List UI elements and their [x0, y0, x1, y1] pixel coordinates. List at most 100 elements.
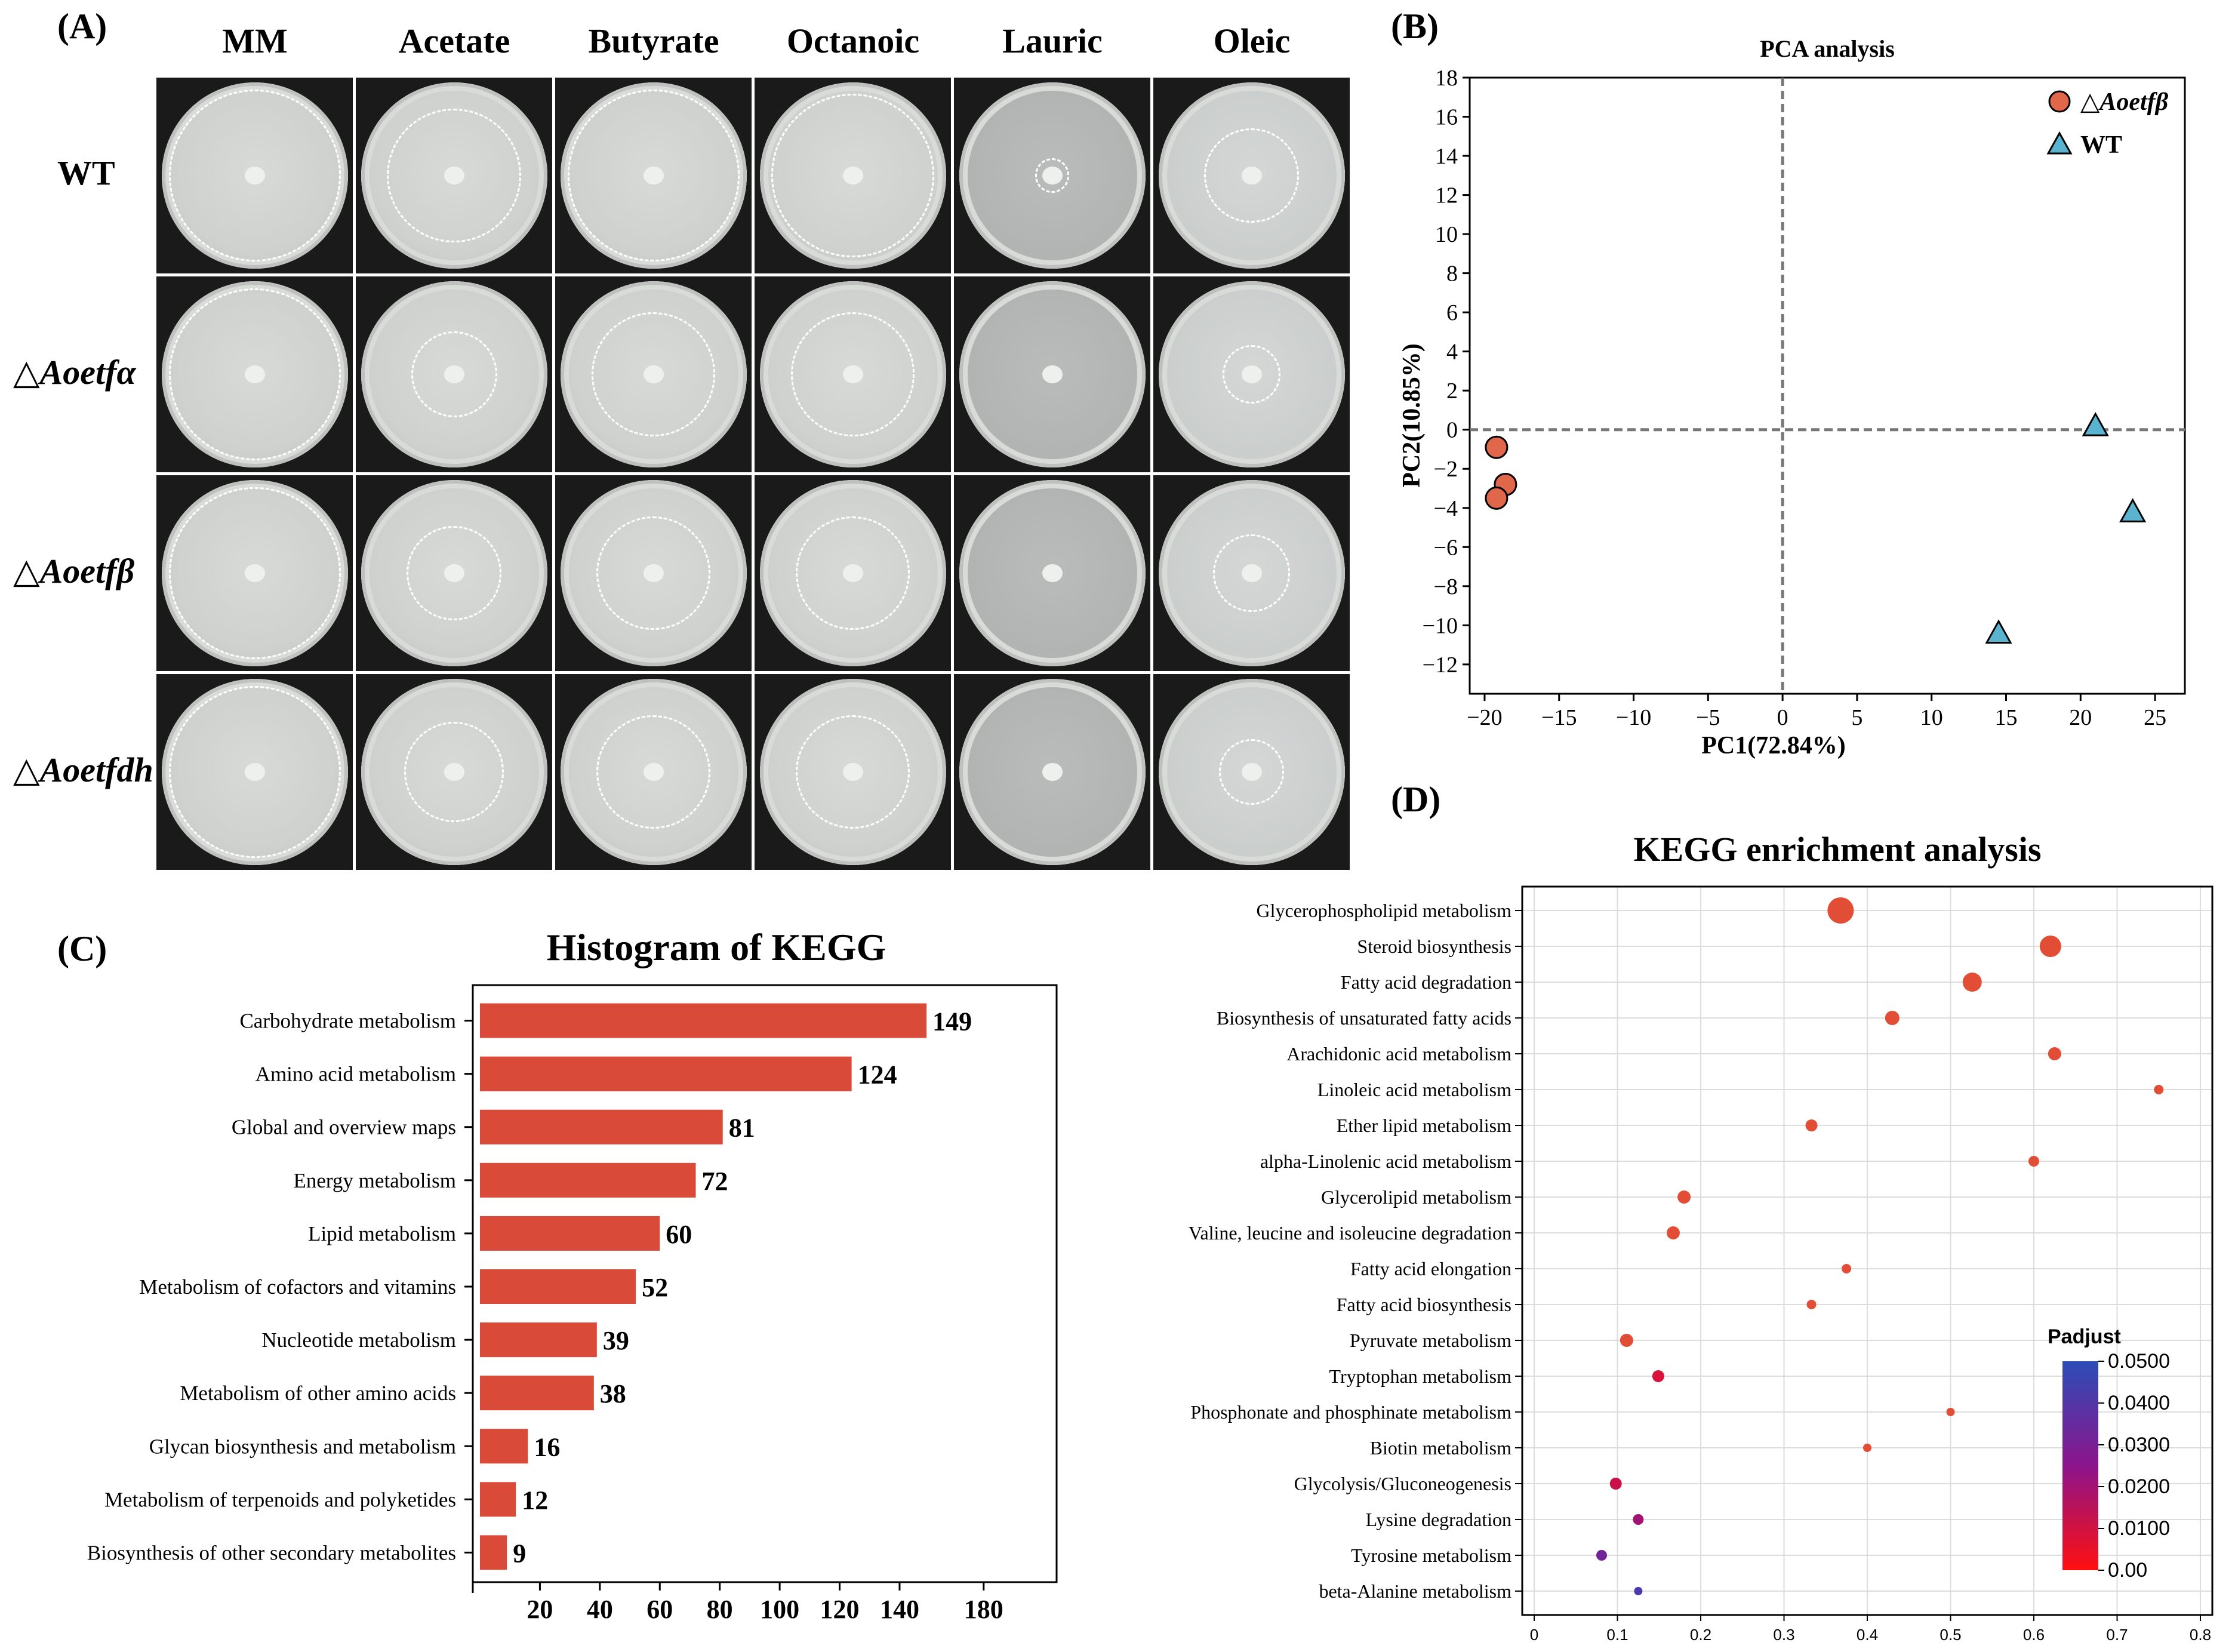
histogram-category-label: Amino acid metabolism: [255, 1063, 456, 1086]
pca-x-tick-label: −10: [1616, 705, 1651, 730]
inoculum-spot: [1042, 564, 1063, 582]
colony-zone: [407, 525, 501, 621]
colony-zone: [596, 516, 710, 630]
enrichment-dot: [1652, 1370, 1664, 1382]
colony-zone: [591, 312, 716, 436]
enrichment-category-label: Valine, leucine and isoleucine degradati…: [1189, 1222, 1511, 1244]
colony-zone: [796, 516, 910, 630]
histogram-bar-value: 38: [600, 1379, 626, 1408]
histogram-x-tick-label: 60: [647, 1595, 673, 1624]
enrichment-x-tick-label: 0: [1530, 1626, 1538, 1644]
enrichment-category-label: Tyrosine metabolism: [1351, 1545, 1511, 1566]
plate-cell: [356, 475, 552, 671]
histogram-bar-value: 124: [858, 1060, 897, 1090]
histogram-title: Histogram of KEGG: [547, 926, 886, 968]
plate-cell: [1153, 475, 1350, 671]
enrichment-category-label: Glycolysis/Gluconeogenesis: [1294, 1473, 1511, 1494]
histogram-category-label: Metabolism of cofactors and vitamins: [139, 1275, 456, 1299]
enrichment-dot: [1677, 1190, 1691, 1204]
histogram-bar-value: 52: [642, 1273, 668, 1302]
enrichment-dot: [1634, 1587, 1643, 1595]
enrichment-dot: [1842, 1264, 1852, 1273]
plate-row-header: △Aoetfα: [13, 352, 136, 392]
enrichment-category-label: Fatty acid elongation: [1350, 1258, 1511, 1279]
histogram-x-tick-label: 140: [880, 1595, 919, 1624]
histogram-category-label: Glycan biosynthesis and metabolism: [149, 1435, 456, 1458]
histogram-category-label: Nucleotide metabolism: [261, 1328, 456, 1352]
pca-y-tick-label: 4: [1446, 340, 1458, 365]
plate-cell: [755, 276, 951, 472]
colony-zone: [567, 90, 740, 262]
histogram-category-label: Energy metabolism: [294, 1169, 457, 1192]
plate-column-header: Lauric: [1002, 21, 1103, 60]
pca-point-triangle: [1985, 619, 2012, 644]
plate-cell: [1153, 674, 1350, 870]
enrichment-dot: [1885, 1011, 1900, 1025]
plate-cell: [555, 674, 752, 870]
enrichment-dot: [1806, 1300, 1817, 1309]
enrichment-category-label: Phosphonate and phosphinate metabolism: [1190, 1401, 1511, 1423]
histogram-category-label: Metabolism of other amino acids: [180, 1382, 456, 1405]
colony-zone: [168, 487, 341, 659]
pca-x-tick-label: −15: [1541, 705, 1577, 730]
plate-cell: [156, 674, 353, 870]
row-header-prefix: △: [13, 750, 40, 789]
plate-column-header: Oleic: [1213, 21, 1291, 60]
histogram-bar: [480, 1376, 594, 1411]
plate-column-header: Acetate: [398, 21, 510, 60]
enrichment-dot: [1805, 1119, 1818, 1131]
histogram-bar-value: 60: [666, 1220, 692, 1249]
enrichment-dot: [1596, 1550, 1607, 1561]
inoculum-spot: [1042, 365, 1063, 383]
enrichment-category-label: beta-Alanine metabolism: [1319, 1580, 1511, 1602]
inoculum-spot: [643, 365, 664, 383]
enrichment-dot: [1946, 1408, 1955, 1416]
enrichment-dot: [1863, 1444, 1871, 1452]
enrichment-category-label: Biotin metabolism: [1370, 1437, 1511, 1459]
pca-point-circle: [1485, 435, 1509, 459]
inoculum-spot: [244, 564, 265, 582]
plate-cell: [755, 674, 951, 870]
plate-cell: [555, 475, 752, 671]
plate-cell: [555, 276, 752, 472]
colony-zone: [771, 94, 935, 257]
pca-legend-marker-circle: [2048, 90, 2071, 113]
pca-x-tick-label: 15: [1995, 705, 2018, 730]
pca-chart: PCA analysis−20 −15 −10 −5 0 5 10 15 20 25−12−10−…: [1398, 35, 2186, 759]
plate-cell: [954, 78, 1150, 273]
enrichment-x-tick-label: 0.6: [2023, 1626, 2045, 1644]
plate-cell: [954, 475, 1150, 671]
inoculum-spot: [444, 564, 464, 582]
histogram-bar-value: 149: [932, 1007, 972, 1036]
pca-point-circle: [1485, 486, 1509, 510]
pca-legend-marker-triangle: [2046, 131, 2073, 155]
pca-x-tick-label: 5: [1851, 705, 1862, 730]
histogram-bar: [480, 1535, 507, 1570]
colony-zone: [1212, 534, 1291, 612]
panel-label-c: (C): [57, 929, 107, 968]
histogram-bar-value: 39: [603, 1326, 629, 1355]
inoculum-spot: [1241, 763, 1262, 781]
pca-y-tick-label: 14: [1435, 144, 1458, 169]
pca-legend-label: WT: [2080, 131, 2122, 159]
inoculum-spot: [842, 763, 863, 781]
histogram-x-tick-label: 100: [760, 1595, 799, 1624]
enrichment-category-label: Glycerolipid metabolism: [1321, 1186, 1511, 1208]
inoculum-spot: [643, 167, 664, 184]
enrichment-dot: [1962, 973, 1982, 992]
colony-zone: [1035, 158, 1070, 193]
histogram-category-label: Carbohydrate metabolism: [239, 1010, 456, 1033]
colony-zone: [1222, 345, 1281, 404]
histogram-bar: [480, 1429, 528, 1464]
plate-cell: [954, 276, 1150, 472]
plate-cell: [156, 475, 353, 671]
enrichment-dot: [2028, 1156, 2039, 1167]
plate-cell: [156, 276, 353, 472]
histogram-bar-value: 12: [522, 1485, 548, 1515]
inoculum-spot: [842, 564, 863, 582]
enrichment-x-tick-label: 0.7: [2106, 1626, 2128, 1644]
histogram-bar: [480, 1216, 660, 1251]
pca-y-tick-label: −10: [1423, 613, 1458, 638]
colorbar-tick-label: 0.0100: [2108, 1517, 2170, 1540]
enrichment-dot: [1633, 1514, 1644, 1525]
